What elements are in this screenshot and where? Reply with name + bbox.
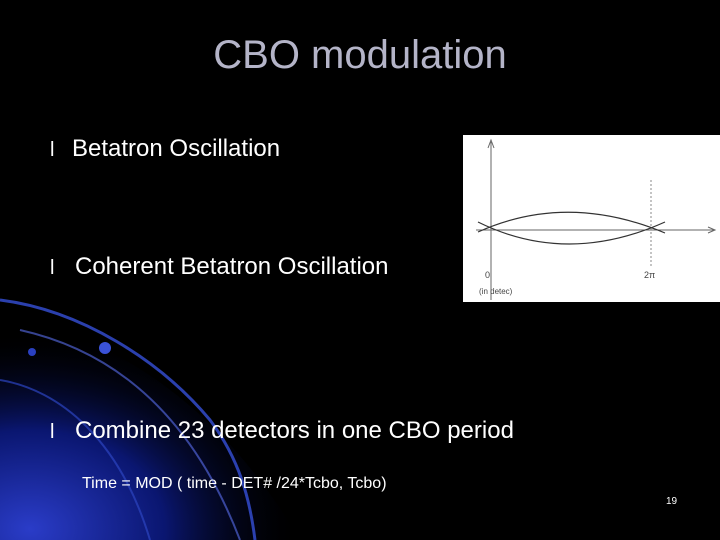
formula: Time = MOD ( time - DET# /24*Tcbo, Tcbo) bbox=[82, 475, 387, 492]
bullet-symbol: l bbox=[50, 421, 55, 443]
slide-title: CBO modulation bbox=[213, 33, 507, 77]
figure-label: 2π bbox=[644, 270, 656, 280]
bullet-text: Betatron Oscillation bbox=[72, 135, 281, 162]
page-number: 19 bbox=[666, 496, 678, 507]
figure-label: 0 bbox=[485, 270, 491, 280]
bullet-symbol: l bbox=[50, 257, 55, 279]
bullet-symbol: l bbox=[50, 139, 55, 161]
bullet-text: Coherent Betatron Oscillation bbox=[75, 253, 389, 280]
figure-note: (in detec) bbox=[479, 287, 513, 296]
bullet-text: Combine 23 detectors in one CBO period bbox=[75, 417, 514, 444]
